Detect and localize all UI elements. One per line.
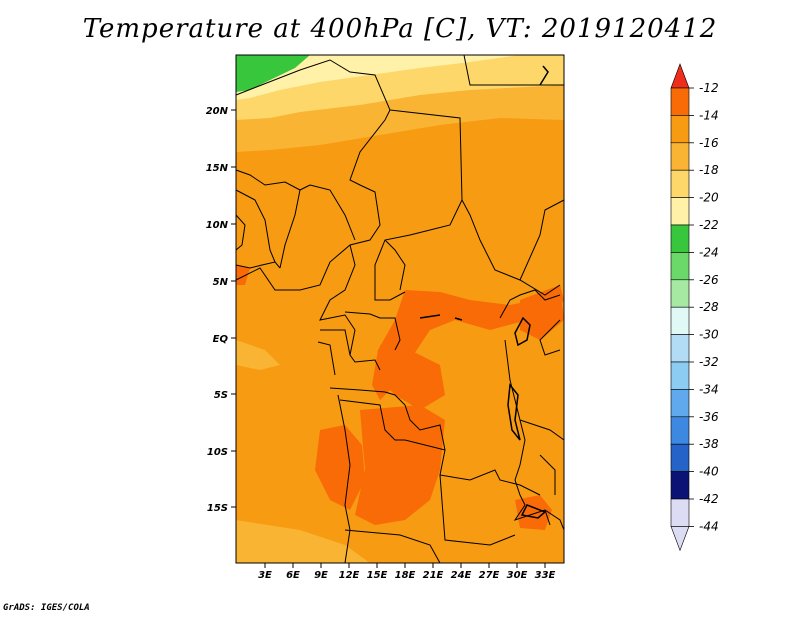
lat-axis	[231, 109, 236, 508]
colorbar-swatch	[670, 87, 690, 116]
colorbar-swatch	[670, 252, 690, 281]
colorbar-label: -28	[699, 300, 719, 314]
colorbar-swatch	[670, 443, 690, 472]
colorbar-label: -22	[699, 218, 719, 232]
lon-label-21e: 21E	[423, 570, 444, 581]
colorbar-label: -20	[699, 191, 719, 205]
colorbar-swatch	[670, 142, 690, 171]
colorbar-label: -16	[699, 136, 719, 150]
lon-label-27e: 27E	[479, 570, 500, 581]
lon-label-24e: 24E	[451, 570, 472, 581]
colorbar-label: -30	[699, 328, 719, 342]
colorbar-label: -44	[699, 519, 719, 533]
colorbar-swatch	[670, 361, 690, 390]
colorbar-label: -32	[699, 355, 719, 369]
map-title: Temperature at 400hPa [C], VT: 201912041…	[82, 14, 718, 44]
colorbar-label: -24	[699, 245, 719, 259]
lon-label-33e: 33E	[535, 570, 556, 581]
lake-outlines	[419, 65, 549, 519]
colorbar-top-triangle	[670, 63, 690, 89]
lat-label-15s: 15S	[207, 503, 228, 514]
colorbar-swatch	[670, 224, 690, 253]
country-boundaries	[235, 54, 565, 564]
lat-label-20n: 20N	[206, 106, 229, 117]
lat-label-10n: 10N	[206, 220, 229, 231]
colorbar-swatch	[670, 306, 690, 335]
colorbar-swatch	[670, 334, 690, 363]
credit-text: GrADS: IGES/COLA	[3, 603, 90, 613]
lon-label-18e: 18E	[395, 570, 416, 581]
lon-label-12e: 12E	[339, 570, 360, 581]
colorbar-label: -34	[699, 382, 719, 396]
colorbar-label: -26	[699, 273, 719, 287]
colorbar-swatch	[670, 197, 690, 226]
lon-label-9e: 9E	[314, 570, 328, 581]
colorbar-label: -42	[699, 492, 719, 506]
colorbar	[670, 63, 690, 552]
lat-labels: 20N 15N 10N 5N EQ 5S 10S 15S	[206, 106, 229, 514]
colorbar-swatch	[670, 279, 690, 308]
colorbar-label: -18	[699, 163, 719, 177]
colorbar-swatch	[670, 169, 690, 198]
colorbar-swatch	[670, 416, 690, 445]
lat-label-15n: 15N	[206, 163, 229, 174]
colorbar-swatch	[670, 498, 690, 527]
plot-frame	[235, 54, 565, 564]
lon-label-15e: 15E	[367, 570, 388, 581]
lon-label-6e: 6E	[286, 570, 300, 581]
lon-label-30e: 30E	[507, 570, 528, 581]
lat-label-5n: 5N	[213, 277, 229, 288]
lon-axis	[264, 563, 546, 568]
colorbar-swatch	[670, 115, 690, 144]
colorbar-swatch	[670, 389, 690, 418]
colorbar-label: -14	[699, 108, 719, 122]
lon-labels: 3E 6E 9E 12E 15E 18E 21E 24E 27E 30E 33E	[258, 570, 555, 581]
colorbar-bottom-triangle	[670, 526, 690, 552]
colorbar-swatch	[670, 471, 690, 500]
lat-label-10s: 10S	[207, 447, 228, 458]
lon-label-3e: 3E	[258, 570, 272, 581]
lat-label-eq: EQ	[213, 334, 229, 345]
lat-label-5s: 5S	[214, 390, 228, 401]
colorbar-label: -36	[699, 410, 719, 424]
cool-bands	[236, 55, 564, 563]
colorbar-label: -38	[699, 437, 719, 451]
colorbar-label: -40	[699, 465, 719, 479]
colorbar-label: -12	[699, 81, 719, 95]
colorbar-labels: -12 -14 -16 -18 -20 -22 -24 -26 -28 -30 -32 -34 -36 -…	[689, 81, 719, 533]
